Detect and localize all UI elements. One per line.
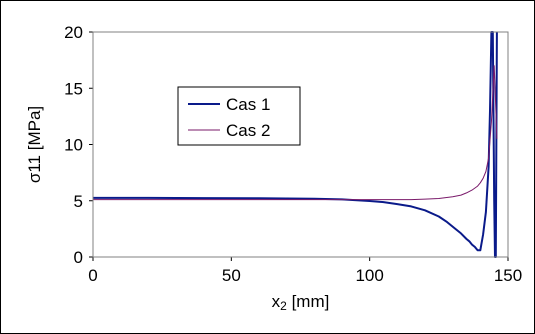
x-axis-label-main: x xyxy=(272,292,281,311)
x-axis-label-subscript: 2 xyxy=(280,299,287,313)
legend-label-2: Cas 2 xyxy=(226,121,270,140)
y-tick-label: 20 xyxy=(64,23,83,42)
y-tick-label: 15 xyxy=(64,79,83,98)
legend-box xyxy=(177,86,301,146)
x-tick-label: 0 xyxy=(88,266,97,285)
y-tick-label: 0 xyxy=(74,248,83,267)
x-axis-label: x2 [mm] xyxy=(272,292,330,313)
legend-label-1: Cas 1 xyxy=(226,95,270,114)
y-tick-label: 5 xyxy=(74,192,83,211)
y-tick-labels: 0 5 10 15 20 xyxy=(64,23,93,267)
legend: Cas 1 Cas 2 xyxy=(177,86,301,146)
plot-area-border xyxy=(92,31,509,258)
y-tick-label: 10 xyxy=(64,136,83,155)
x-tick-label: 50 xyxy=(222,266,241,285)
y-axis-label: σ11 [MPa] xyxy=(25,106,44,183)
x-tick-labels: 0 50 100 150 xyxy=(88,257,522,285)
x-axis-label-unit: [mm] xyxy=(287,292,330,311)
x-tick-label: 100 xyxy=(355,266,383,285)
series-line-2 xyxy=(93,65,498,201)
x-tick-label: 150 xyxy=(494,266,522,285)
